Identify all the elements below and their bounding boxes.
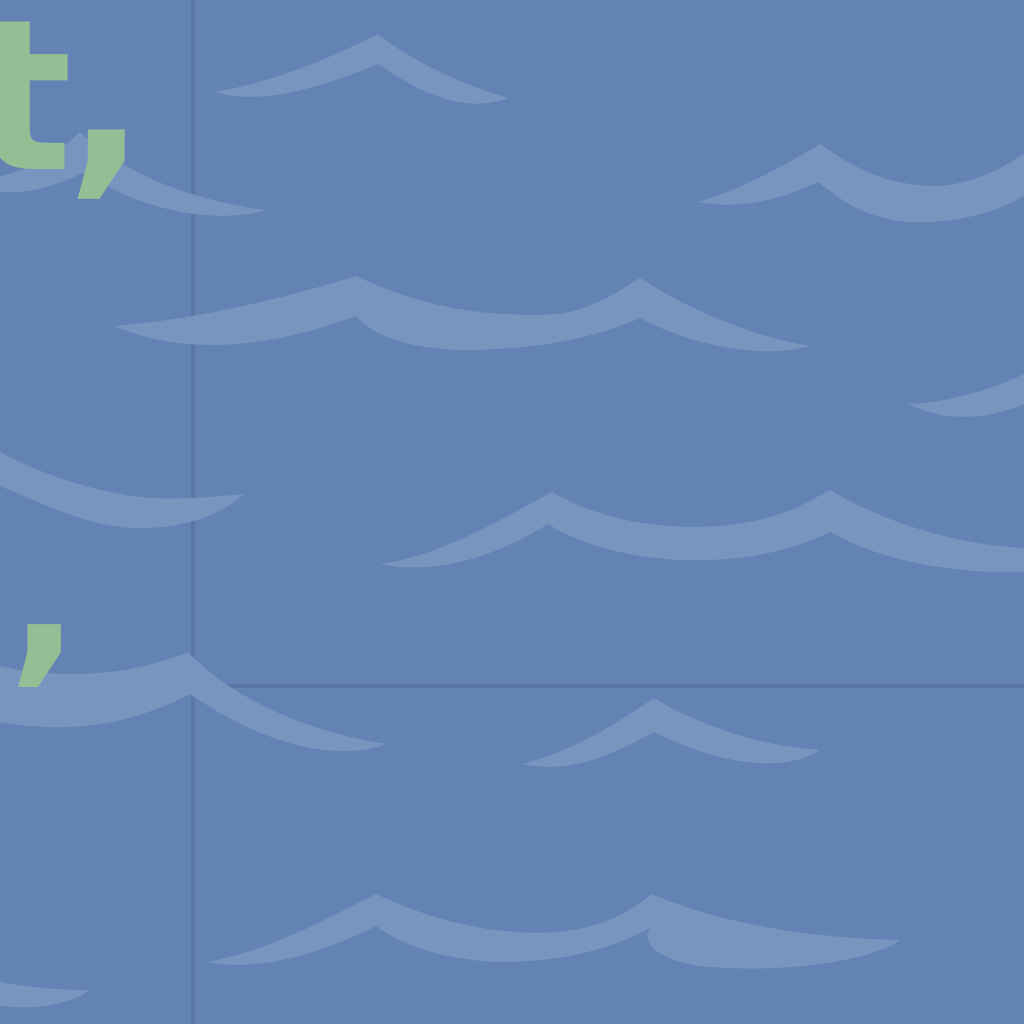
wave-shape: [908, 374, 1024, 417]
wave-shape: [114, 276, 810, 352]
wave-shape: [0, 652, 386, 752]
wave-shape: [380, 490, 1024, 573]
wave-shape: [0, 132, 265, 216]
text-fragment-middle: ,: [8, 484, 81, 705]
wave-shape: [698, 144, 1024, 223]
wave-shape: [208, 894, 900, 969]
wave-shape: [215, 34, 508, 104]
text-fragment-top: t,: [0, 0, 146, 219]
wave-shape: [0, 982, 90, 1008]
wave-shape: [0, 452, 244, 529]
wave-shape: [522, 698, 820, 767]
